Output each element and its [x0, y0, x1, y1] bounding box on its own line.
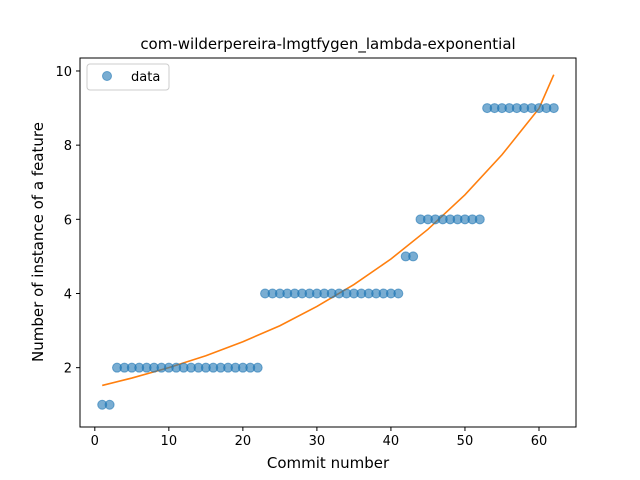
x-tick-label: 0	[91, 434, 99, 449]
y-axis-label: Number of instance of a feature	[29, 122, 47, 362]
legend: data	[86, 63, 170, 91]
chart-title: com-wilderpereira-lmgtfygen_lambda-expon…	[140, 35, 515, 54]
legend-marker-data	[102, 71, 112, 81]
y-tick-label: 6	[64, 213, 72, 228]
x-tick-label: 30	[309, 434, 326, 449]
x-axis: 0 10 20 30 40 50 60	[91, 427, 548, 449]
data-point	[104, 399, 115, 410]
y-tick-label: 4	[64, 287, 72, 302]
data-point	[548, 103, 559, 114]
y-tick-label: 10	[55, 65, 72, 80]
data-point	[252, 362, 263, 373]
x-tick-label: 10	[161, 434, 178, 449]
y-tick-label: 2	[64, 362, 72, 377]
y-tick-label: 8	[64, 139, 72, 154]
x-tick-label: 60	[531, 434, 548, 449]
data-point	[393, 288, 404, 299]
x-tick-label: 40	[383, 434, 400, 449]
plot-frame	[79, 57, 577, 428]
x-axis-label: Commit number	[267, 454, 390, 472]
legend-box	[86, 63, 170, 91]
points-layer	[97, 103, 559, 410]
y-axis: 2 4 6 8 10	[55, 65, 80, 377]
data-point	[474, 214, 485, 225]
legend-label-data: data	[131, 70, 160, 85]
x-tick-label: 20	[235, 434, 252, 449]
x-tick-label: 50	[457, 434, 474, 449]
data-point	[408, 251, 419, 262]
